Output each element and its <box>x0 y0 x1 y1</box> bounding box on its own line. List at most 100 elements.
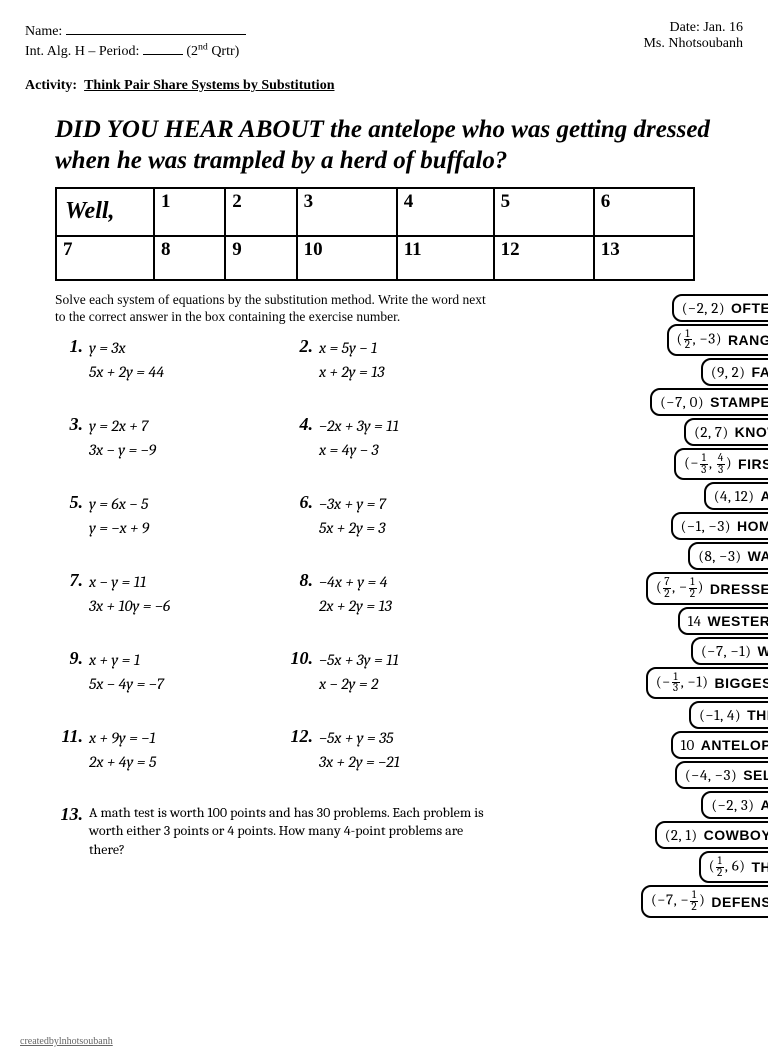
activity-label: Activity: <box>25 78 77 93</box>
answer-coord: (4, 12) <box>714 487 755 505</box>
answer-word: BIGGEST <box>714 675 768 691</box>
teacher-label: Ms. Nhotsoubanh <box>643 36 743 52</box>
quarter-open: (2 <box>186 44 198 59</box>
problem-number: 3. <box>55 414 89 435</box>
answer-word: COWBOYS <box>704 827 768 843</box>
problem-equations: y = 2x + 73x − y = −9 <box>89 414 156 462</box>
answer-coord: (−2, 3) <box>711 796 754 814</box>
grid-cell[interactable]: 12 <box>494 236 594 280</box>
problem: 4.−2x + 3y = 11x = 4y − 3 <box>285 414 515 462</box>
answer-box: (2, 1) COWBOYS <box>655 821 768 849</box>
problem: 5.y = 6x − 5y = −x + 9 <box>55 492 285 540</box>
answer-coord: 14 <box>688 612 702 630</box>
grid-cell[interactable]: 3 <box>297 188 397 236</box>
answer-coord: (8, −3) <box>698 547 741 565</box>
grid-cell[interactable]: 11 <box>397 236 494 280</box>
grid-cell[interactable]: 5 <box>494 188 594 236</box>
problem-number: 6. <box>285 492 319 513</box>
grid-cell[interactable]: 2 <box>225 188 296 236</box>
problem-13: 13.A math test is worth 100 points and h… <box>55 804 515 861</box>
answer-coord: (−1, −3) <box>681 517 731 535</box>
period-blank[interactable] <box>143 40 183 55</box>
quarter-close: Qrtr) <box>208 44 240 59</box>
problem-equations: −3x + y = 75x + 2y = 3 <box>319 492 386 540</box>
activity-line: Activity: Think Pair Share Systems by Su… <box>25 78 743 94</box>
header-left: Name: Int. Alg. H – Period: (2nd Qrtr) <box>25 20 643 60</box>
grid-cell[interactable]: 6 <box>594 188 694 236</box>
answer-box: (−1, 4) THIS <box>689 701 768 729</box>
answer-grid: Well, 1 2 3 4 5 6 7 8 9 10 11 12 13 <box>55 187 695 281</box>
answer-box: (−2, 3) AS <box>701 791 768 819</box>
answer-coord: (−13, 43) <box>684 453 732 475</box>
problem-number: 9. <box>55 648 89 669</box>
answer-word: AS <box>761 488 768 504</box>
answer-box: (9, 2) FAR <box>701 358 768 386</box>
answer-coord: (−4, −3) <box>685 766 737 784</box>
problem-number: 5. <box>55 492 89 513</box>
answer-word: FIRST <box>738 456 768 472</box>
grid-cell[interactable]: 1 <box>154 188 225 236</box>
problem-number: 4. <box>285 414 319 435</box>
problem-number: 10. <box>285 648 319 669</box>
answer-box: (8, −3) WAS <box>688 542 768 570</box>
answer-word: ANTELOPE <box>701 737 768 753</box>
answer-word: KNOW <box>735 424 768 440</box>
problem-number: 2. <box>285 336 319 357</box>
grid-cell[interactable]: 8 <box>154 236 225 280</box>
answer-word: WESTERN <box>708 613 768 629</box>
problem-equations: y = 3x5x + 2y = 44 <box>89 336 164 384</box>
grid-cell[interactable]: 9 <box>225 236 296 280</box>
answer-coord: (−13, −1) <box>656 672 709 694</box>
problem-number: 12. <box>285 726 319 747</box>
answer-box: (−7, 0) STAMPED <box>650 388 768 416</box>
problem-number: 13. <box>55 804 89 825</box>
problem: 9.x + y = 15x − 4y = −7 <box>55 648 285 696</box>
name-blank[interactable] <box>66 20 246 35</box>
problems-column: 1.y = 3x5x + 2y = 442.x = 5y − 1x + 2y =… <box>55 336 515 861</box>
answer-word: DEFENSE <box>711 894 768 910</box>
grid-cell[interactable]: 13 <box>594 236 694 280</box>
problem-equations: x + y = 15x − 4y = −7 <box>89 648 164 696</box>
problem-row: 9.x + y = 15x − 4y = −710.−5x + 3y = 11x… <box>55 648 515 696</box>
problem-equations: −4x + y = 42x + 2y = 13 <box>319 570 392 618</box>
main-area: 1.y = 3x5x + 2y = 442.x = 5y − 1x + 2y =… <box>55 336 743 861</box>
date-label: Date: Jan. 16 <box>643 20 743 36</box>
answer-box: 10 ANTELOPE <box>671 731 768 759</box>
course-label: Int. Alg. H – Period: <box>25 44 139 59</box>
problem-row: 3.y = 2x + 73x − y = −9 4.−2x + 3y = 11x … <box>55 414 515 462</box>
well-cell: Well, <box>56 188 154 236</box>
problem-equations: x − y = 113x + 10y = −6 <box>89 570 170 618</box>
header-right: Date: Jan. 16 Ms. Nhotsoubanh <box>643 20 743 60</box>
problem: 2.x = 5y − 1x + 2y = 13 <box>285 336 515 384</box>
answers-column: (−2, 2) OFTEN(12, −3) RANGE(9, 2) FAR(−7… <box>596 294 768 920</box>
problem-number: 7. <box>55 570 89 591</box>
answer-word: AS <box>761 797 768 813</box>
instructions: Solve each system of equations by the su… <box>55 291 495 326</box>
grid-cell[interactable]: 4 <box>397 188 494 236</box>
answer-box: (−13, 43) FIRST <box>674 448 768 480</box>
answer-box: (72, −12) DRESSED <box>646 572 768 604</box>
problem: 8.−4x + y = 42x + 2y = 13 <box>285 570 515 618</box>
answer-coord: (−1, 4) <box>699 706 741 724</box>
problem: 7.x − y = 113x + 10y = −6 <box>55 570 285 618</box>
answer-word: WAS <box>748 548 768 564</box>
answer-coord: (−2, 2) <box>682 299 725 317</box>
problem: 6.−3x + y = 75x + 2y = 3 <box>285 492 515 540</box>
problem-equations: −5x + y = 353x + 2y = −21 <box>319 726 400 774</box>
answer-word: DRESSED <box>710 581 768 597</box>
problem: 12.−5x + y = 353x + 2y = −21 <box>285 726 515 774</box>
answer-box: (−4, −3) SELF <box>675 761 768 789</box>
grid-cell[interactable]: 7 <box>56 236 154 280</box>
footer-credit: createdbylnhotsoubanh <box>20 1036 113 1047</box>
grid-cell[interactable]: 10 <box>297 236 397 280</box>
problem-number: 8. <box>285 570 319 591</box>
answer-coord: (−7, −1) <box>701 642 752 660</box>
answer-word: WE <box>757 643 768 659</box>
answer-box: (2, 7) KNOW <box>684 418 768 446</box>
answer-coord: (72, −12) <box>656 577 704 599</box>
problem-row: 7.x − y = 113x + 10y = −68.−4x + y = 42x… <box>55 570 515 618</box>
answer-coord: (12, 6) <box>709 856 746 878</box>
header: Name: Int. Alg. H – Period: (2nd Qrtr) D… <box>25 20 743 60</box>
answer-box: (−7, −12) DEFENSE <box>641 885 768 917</box>
answer-box: (4, 12) AS <box>704 482 768 510</box>
